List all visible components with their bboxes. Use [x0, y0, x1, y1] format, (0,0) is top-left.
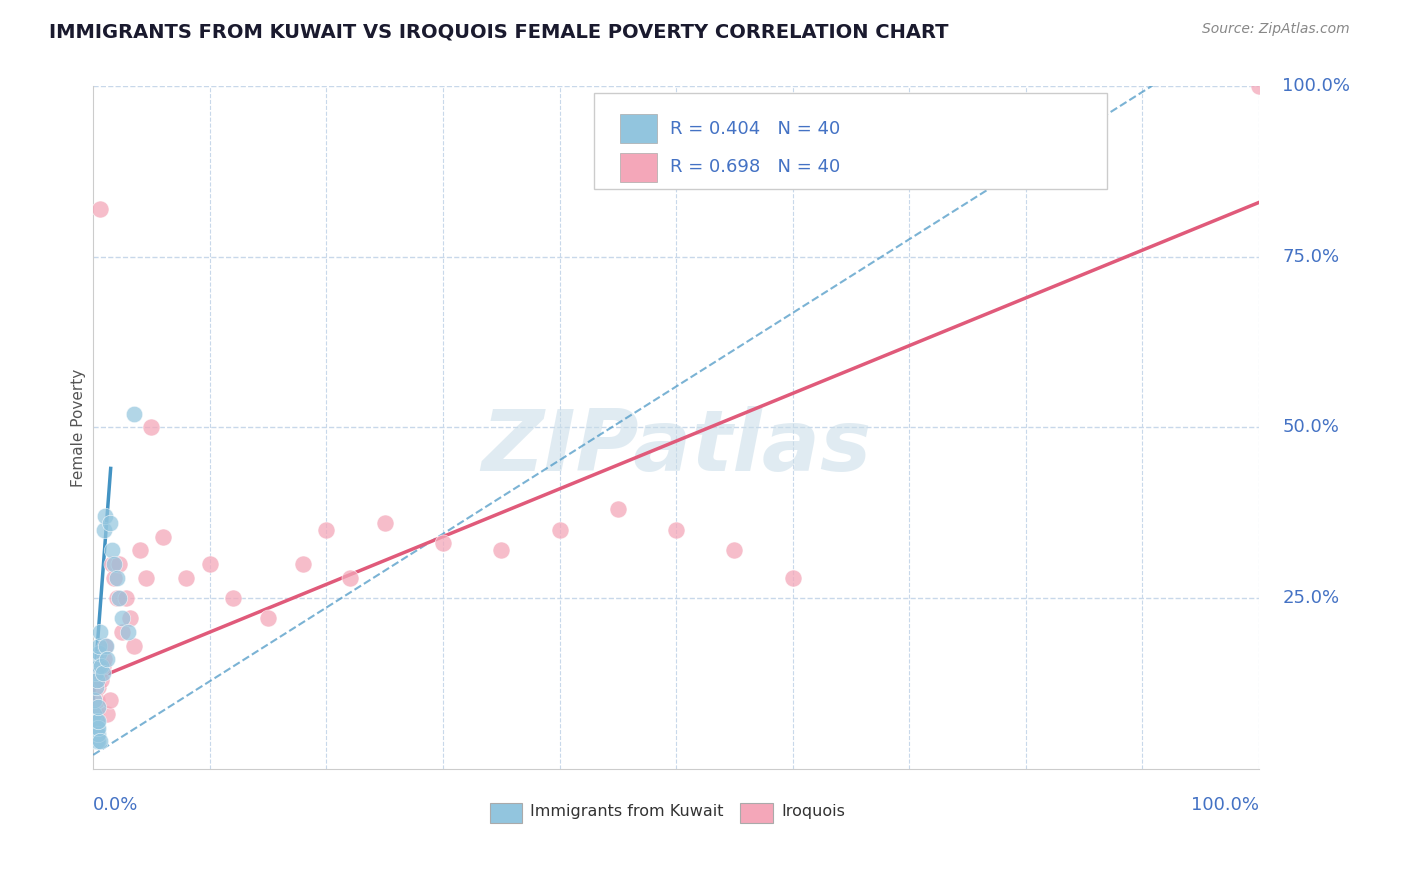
Point	[87, 646, 110, 660]
Point	[117, 625, 139, 640]
Point	[87, 727, 110, 741]
Point	[94, 509, 117, 524]
Point	[432, 536, 454, 550]
Bar	[620, 153, 658, 182]
Point	[108, 591, 131, 605]
Text: Iroquois: Iroquois	[780, 804, 845, 819]
Point	[101, 557, 124, 571]
Text: IMMIGRANTS FROM KUWAIT VS IROQUOIS FEMALE POVERTY CORRELATION CHART: IMMIGRANTS FROM KUWAIT VS IROQUOIS FEMAL…	[49, 22, 949, 41]
Point	[87, 700, 110, 714]
Bar	[620, 114, 658, 143]
Text: 100.0%: 100.0%	[1191, 796, 1258, 814]
FancyBboxPatch shape	[595, 94, 1108, 189]
Text: Source: ZipAtlas.com: Source: ZipAtlas.com	[1202, 22, 1350, 37]
Text: 75.0%: 75.0%	[1282, 248, 1340, 266]
Point	[90, 673, 112, 687]
Point	[96, 652, 118, 666]
Point	[103, 570, 125, 584]
Point	[93, 652, 115, 666]
Point	[87, 639, 110, 653]
Point	[176, 570, 198, 584]
Bar	[740, 803, 773, 823]
Y-axis label: Female Poverty: Female Poverty	[72, 368, 86, 487]
Point	[606, 502, 628, 516]
Point	[94, 639, 117, 653]
Point	[86, 721, 108, 735]
Point	[98, 693, 121, 707]
Point	[87, 659, 110, 673]
Point	[87, 680, 110, 694]
Point	[222, 591, 245, 605]
Point	[122, 639, 145, 653]
Point	[257, 611, 280, 625]
Point	[93, 523, 115, 537]
Point	[86, 693, 108, 707]
Point	[128, 543, 150, 558]
Point	[103, 557, 125, 571]
Point	[87, 666, 110, 681]
Point	[96, 706, 118, 721]
Text: 0.0%: 0.0%	[93, 796, 139, 814]
Point	[101, 543, 124, 558]
Point	[105, 570, 128, 584]
Point	[84, 721, 107, 735]
Point	[89, 202, 111, 217]
Point	[111, 611, 134, 625]
Point	[105, 591, 128, 605]
Text: ZIPatlas: ZIPatlas	[481, 407, 872, 490]
Text: 25.0%: 25.0%	[1282, 589, 1340, 607]
Point	[83, 706, 105, 721]
Bar	[489, 803, 522, 823]
Point	[198, 557, 221, 571]
Point	[84, 727, 107, 741]
Point	[84, 652, 107, 666]
Text: R = 0.404   N = 40: R = 0.404 N = 40	[671, 120, 841, 137]
Point	[782, 570, 804, 584]
Point	[83, 727, 105, 741]
Point	[83, 714, 105, 728]
Text: 50.0%: 50.0%	[1282, 418, 1340, 436]
Point	[152, 530, 174, 544]
Point	[114, 591, 136, 605]
Point	[135, 570, 157, 584]
Point	[122, 407, 145, 421]
Point	[84, 666, 107, 681]
Point	[87, 734, 110, 748]
Point	[94, 639, 117, 653]
Point	[84, 706, 107, 721]
Point	[89, 625, 111, 640]
Point	[87, 721, 110, 735]
Point	[86, 714, 108, 728]
Point	[141, 420, 163, 434]
Text: 100.0%: 100.0%	[1282, 78, 1350, 95]
Point	[489, 543, 512, 558]
Point	[665, 523, 688, 537]
Point	[86, 673, 108, 687]
Text: R = 0.698   N = 40: R = 0.698 N = 40	[671, 158, 841, 177]
Point	[111, 625, 134, 640]
Point	[723, 543, 745, 558]
Point	[108, 557, 131, 571]
Point	[83, 721, 105, 735]
Point	[292, 557, 315, 571]
Point	[86, 727, 108, 741]
Point	[84, 734, 107, 748]
Point	[91, 666, 114, 681]
Point	[98, 516, 121, 530]
Point	[548, 523, 571, 537]
Point	[87, 714, 110, 728]
Point	[315, 523, 337, 537]
Point	[339, 570, 361, 584]
Point	[91, 659, 114, 673]
Point	[90, 659, 112, 673]
Point	[89, 734, 111, 748]
Point	[83, 721, 105, 735]
Text: Immigrants from Kuwait: Immigrants from Kuwait	[530, 804, 724, 819]
Point	[1247, 79, 1270, 94]
Point	[83, 693, 105, 707]
Point	[120, 611, 142, 625]
Point	[374, 516, 396, 530]
Point	[84, 680, 107, 694]
Point	[86, 734, 108, 748]
